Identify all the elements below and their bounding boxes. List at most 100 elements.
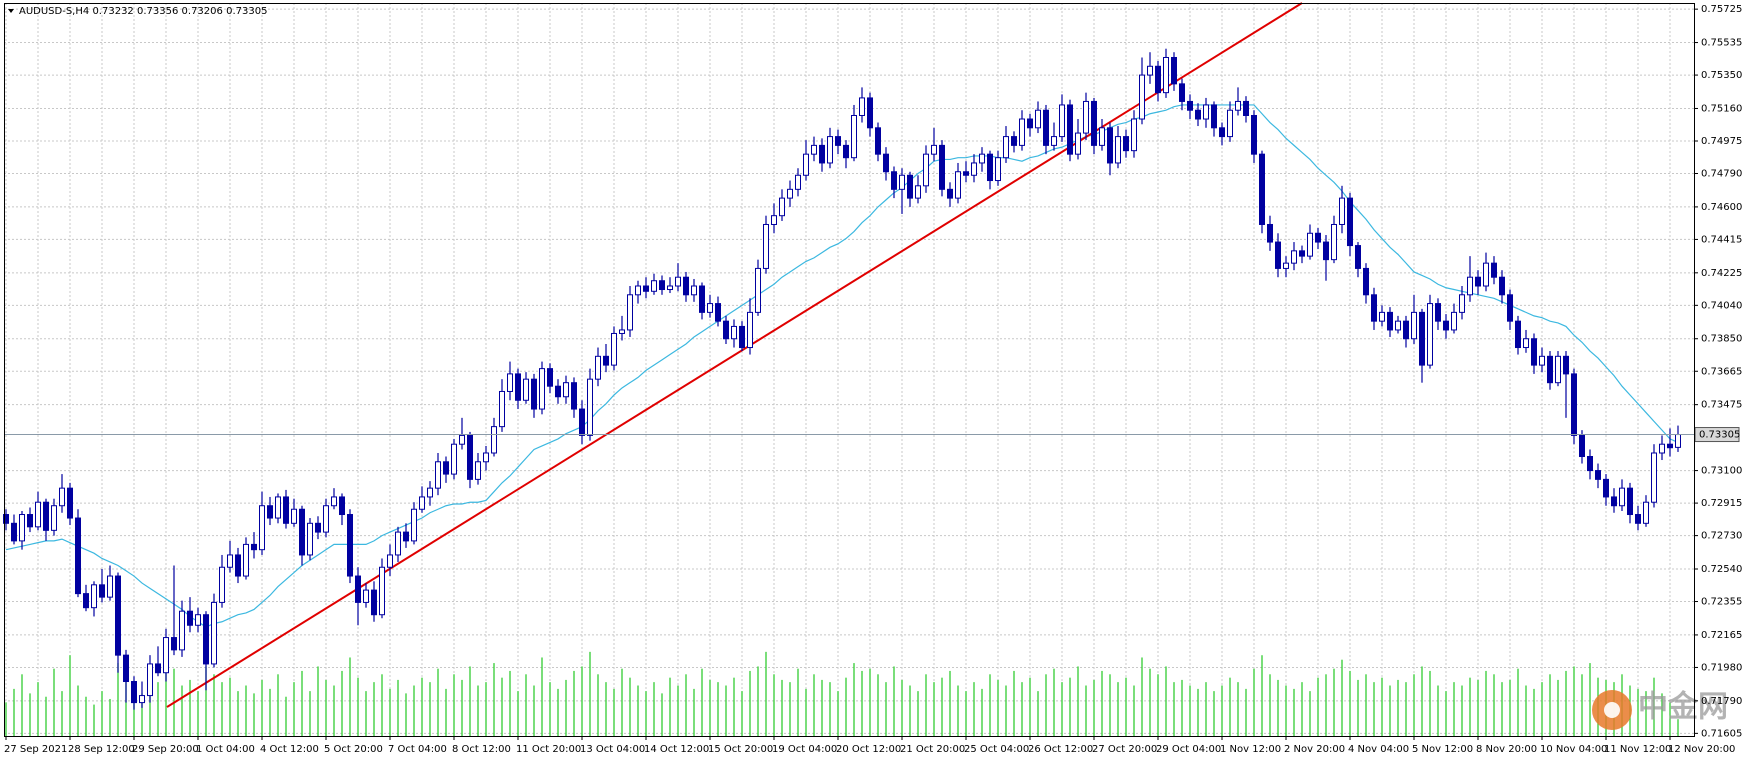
candle-body: [67, 487, 73, 519]
y-tick-label: 0.72730: [1701, 531, 1742, 542]
candle-body: [651, 280, 657, 292]
candle-body: [611, 332, 617, 366]
candle-body: [283, 496, 289, 524]
candle-body: [123, 654, 129, 683]
candle-body: [1091, 100, 1097, 146]
candle-body: [939, 144, 945, 190]
y-tick-label: 0.75535: [1701, 38, 1742, 49]
candle-body: [267, 505, 273, 519]
candle-body: [1179, 83, 1185, 102]
candle-body: [1299, 250, 1305, 257]
candle-body: [971, 162, 977, 176]
candle-body: [219, 566, 225, 603]
candle-body: [99, 584, 105, 598]
candle-body: [995, 157, 1001, 182]
candle-body: [339, 496, 345, 516]
y-tick-label: 0.71980: [1701, 662, 1742, 673]
candle-body: [1523, 338, 1529, 349]
candle-body: [1043, 109, 1049, 146]
candle-body: [539, 368, 545, 410]
candle-body: [139, 695, 145, 704]
candle-body: [1171, 56, 1177, 85]
candle-body: [715, 303, 721, 322]
candle-body: [259, 505, 265, 551]
candle-body: [227, 554, 233, 568]
candle-body: [1211, 104, 1217, 129]
candle-body: [1475, 276, 1481, 287]
candle-body: [667, 285, 673, 291]
candle-body: [475, 461, 481, 480]
y-tick-label: 0.75725: [1701, 4, 1742, 15]
candle-body: [1611, 496, 1617, 507]
candle-body: [1131, 118, 1137, 152]
x-tick-label: 1 Oct 04:00: [196, 744, 255, 755]
candle-body: [1491, 262, 1497, 278]
x-tick-label: 27 Oct 20:00: [1092, 744, 1157, 755]
x-tick-label: 14 Oct 12:00: [644, 744, 709, 755]
candle-body: [1531, 338, 1537, 366]
candle-body: [691, 285, 697, 296]
y-tick-label: 0.72915: [1701, 498, 1742, 509]
current-price-layer: 0.73305: [4, 427, 1740, 443]
x-tick-label: 20 Oct 12:00: [836, 744, 901, 755]
symbol: AUDUSD-S,H4: [19, 6, 89, 17]
open-value: 0.73232: [92, 6, 133, 17]
candle-body: [355, 575, 361, 603]
candle-body: [1123, 136, 1129, 152]
candle-body: [507, 373, 513, 392]
y-tick-label: 0.74975: [1701, 136, 1742, 147]
candle-body: [1019, 118, 1025, 146]
candle-body: [1011, 136, 1017, 146]
candle-body: [955, 171, 961, 199]
candle-body: [811, 144, 817, 155]
candle-body: [1643, 501, 1649, 524]
y-tick-label: 0.71790: [1701, 696, 1742, 707]
candle-body: [579, 408, 585, 436]
symbol-menu-icon[interactable]: [8, 9, 14, 13]
y-tick-label: 0.74790: [1701, 169, 1742, 180]
candle-body: [1155, 65, 1161, 94]
candle-body: [115, 575, 121, 656]
candle-body: [787, 188, 793, 199]
candle-body: [1651, 452, 1657, 503]
candle-body: [707, 303, 713, 313]
candle-body: [451, 443, 457, 475]
x-tick-label: 4 Oct 12:00: [260, 744, 319, 755]
x-tick-label: 10 Nov 04:00: [1540, 744, 1607, 755]
candle-body: [699, 285, 705, 313]
candle-body: [587, 378, 593, 436]
candle-body: [1595, 470, 1601, 480]
candle-body: [755, 267, 761, 313]
high-value: 0.73356: [137, 6, 178, 17]
candle-body: [147, 663, 153, 697]
x-tick-label: 12 Nov 20:00: [1668, 744, 1735, 755]
candle-body: [163, 637, 169, 674]
x-tick-label: 13 Oct 04:00: [580, 744, 645, 755]
candle-body: [1187, 100, 1193, 111]
candle-body: [819, 144, 825, 164]
candle-body: [443, 461, 449, 475]
candle-body: [1195, 109, 1201, 120]
candle-body: [1259, 153, 1265, 225]
candle-body: [1459, 294, 1465, 313]
candle-body: [747, 311, 753, 349]
candle-body: [11, 522, 17, 542]
candle-body: [915, 185, 921, 199]
candle-body: [987, 153, 993, 182]
candle-body: [1107, 127, 1113, 164]
watermark: 中金网: [1592, 690, 1728, 730]
candle-layer: [3, 48, 1681, 710]
candle-body: [731, 325, 737, 340]
candle-body: [1235, 100, 1241, 111]
candle-body: [1027, 118, 1033, 129]
candle-body: [1539, 355, 1545, 366]
candle-body: [195, 614, 201, 626]
candle-body: [1467, 276, 1473, 296]
plot-frame: [4, 3, 1695, 737]
candle-body: [59, 487, 65, 507]
x-tick-label: 19 Oct 04:00: [772, 744, 837, 755]
candle-body: [1203, 104, 1209, 120]
x-tick-label: 25 Oct 04:00: [964, 744, 1029, 755]
candle-body: [427, 487, 433, 498]
